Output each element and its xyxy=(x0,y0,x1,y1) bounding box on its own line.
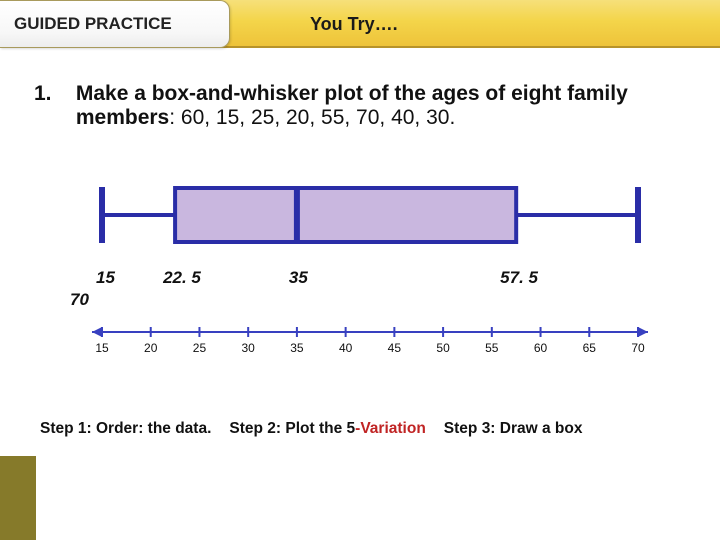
fn-q1: 22. 5 xyxy=(163,268,201,288)
step-3: Step 3: Draw a box xyxy=(444,420,583,438)
step-2a: Step 2: Plot the 5 xyxy=(229,420,355,437)
five-number-summary: 15 22. 5 35 57. 5 70 xyxy=(70,268,670,316)
svg-text:60: 60 xyxy=(534,341,548,355)
fn-q3: 57. 5 xyxy=(500,268,538,288)
svg-text:20: 20 xyxy=(144,341,158,355)
step-2: Step 2: Plot the 5-Variation xyxy=(229,420,425,438)
fn-max: 70 xyxy=(70,290,89,310)
boxplot xyxy=(90,170,650,260)
boxplot-svg xyxy=(90,170,650,260)
step-2-variation: -Variation xyxy=(355,420,426,437)
fn-min: 15 xyxy=(96,268,115,288)
problem-body: Make a box-and-whisker plot of the ages … xyxy=(76,82,676,130)
step-1: Step 1: Order: the data. xyxy=(40,420,211,438)
svg-text:45: 45 xyxy=(388,341,402,355)
number-line-svg: 15 20 25 30 35 40 45 50 55 60 65 70 xyxy=(90,318,650,368)
svg-text:25: 25 xyxy=(193,341,207,355)
number-line: 15 20 25 30 35 40 45 50 55 60 65 70 xyxy=(90,318,650,368)
steps-row: Step 1: Order: the data. Step 2: Plot th… xyxy=(40,420,700,438)
svg-text:40: 40 xyxy=(339,341,353,355)
svg-text:65: 65 xyxy=(583,341,597,355)
svg-text:35: 35 xyxy=(290,341,304,355)
guided-practice-tab: GUIDED PRACTICE xyxy=(0,0,230,48)
svg-text:55: 55 xyxy=(485,341,499,355)
guided-practice-label: GUIDED PRACTICE xyxy=(14,14,172,34)
problem-rest: : 60, 15, 25, 20, 55, 70, 40, 30. xyxy=(169,106,455,129)
svg-text:30: 30 xyxy=(242,341,256,355)
svg-text:50: 50 xyxy=(436,341,450,355)
header-band: GUIDED PRACTICE You Try…. xyxy=(0,0,720,48)
problem-text: 1. Make a box-and-whisker plot of the ag… xyxy=(34,82,684,130)
svg-text:15: 15 xyxy=(95,341,109,355)
fn-median: 35 xyxy=(289,268,308,288)
svg-text:70: 70 xyxy=(631,341,645,355)
you-try-label: You Try…. xyxy=(310,14,398,35)
side-strip xyxy=(0,456,36,540)
problem-number: 1. xyxy=(34,82,70,106)
